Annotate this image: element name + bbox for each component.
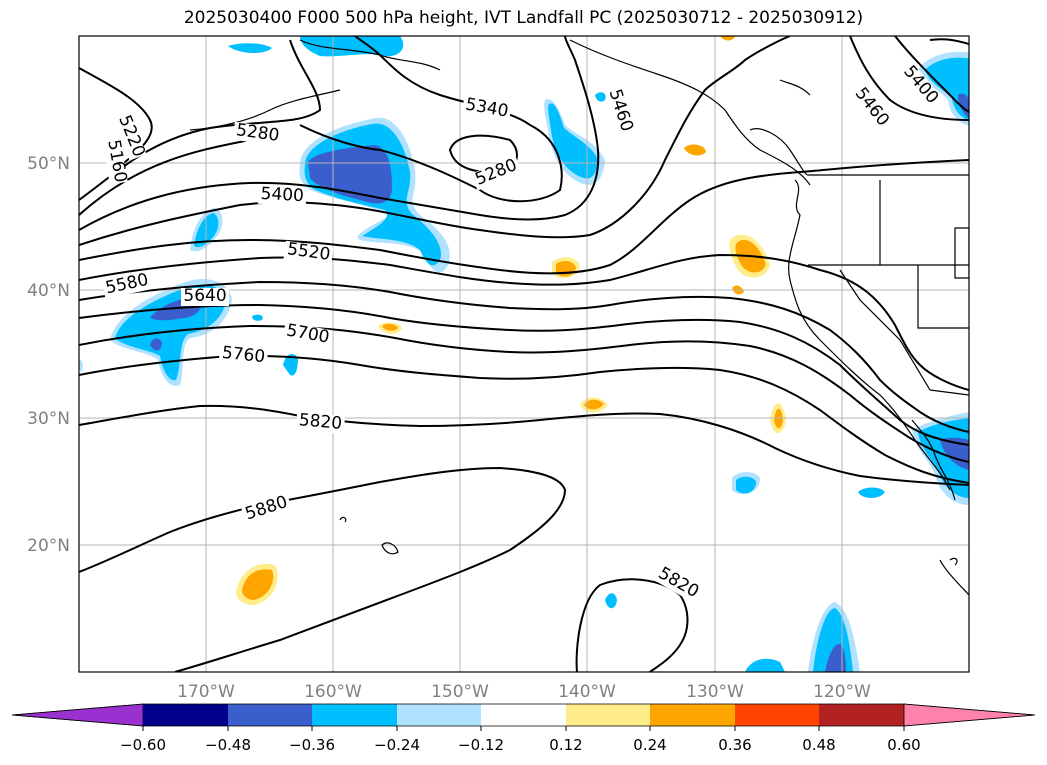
lon-label: 170°W	[177, 682, 235, 702]
contour-label: 5760	[221, 343, 266, 367]
map-title: 2025030400 F000 500 hPa height, IVT Land…	[183, 8, 864, 28]
colorbar-extend-low	[11, 703, 144, 727]
lat-label: 50°N	[27, 154, 70, 174]
colorbar-bin	[481, 704, 566, 726]
colorbar-tick-label: −0.60	[120, 736, 166, 754]
lat-labels: 50°N 40°N 30°N 20°N	[27, 154, 70, 556]
colorbar-tick-label: 0.36	[718, 736, 751, 754]
lon-label: 150°W	[431, 682, 489, 702]
colorbar-tick-label: −0.48	[205, 736, 251, 754]
height-contours	[79, 36, 969, 672]
colorbar-tick-label: −0.36	[289, 736, 335, 754]
colorbar-bin	[397, 704, 481, 726]
contour-label: 5640	[183, 286, 226, 306]
colorbar-bin	[228, 704, 312, 726]
lon-label: 140°W	[558, 682, 616, 702]
lon-labels: 170°W 160°W 150°W 140°W 130°W 120°W	[177, 682, 871, 702]
lon-label: 120°W	[813, 682, 871, 702]
colorbar-bin	[735, 704, 819, 726]
colorbar-tick-label: 0.48	[802, 736, 835, 754]
colorbar-tick-label: −0.12	[458, 736, 504, 754]
colorbar-tick-label: −0.24	[374, 736, 420, 754]
colorbar-bin	[650, 704, 735, 726]
colorbar-bin	[312, 704, 397, 726]
colorbar-bin	[143, 704, 228, 726]
gridlines	[79, 36, 969, 672]
colorbar-tick-label: 0.60	[887, 736, 920, 754]
contour-label: 5400	[260, 184, 304, 206]
lat-label: 40°N	[27, 281, 70, 301]
colorbar: −0.60 −0.48 −0.36 −0.24 −0.12 0.12 0.24 …	[11, 703, 1036, 754]
lon-label: 130°W	[686, 682, 744, 702]
lat-label: 30°N	[27, 409, 70, 429]
contour-label: 5820	[298, 410, 343, 434]
lon-label: 160°W	[304, 682, 362, 702]
colorbar-bin	[819, 704, 904, 726]
colorbar-bin	[566, 704, 650, 726]
lat-label: 20°N	[27, 536, 70, 556]
colorbar-tick-label: 0.12	[549, 736, 582, 754]
colorbar-tick-label: 0.24	[633, 736, 666, 754]
map-background	[79, 36, 969, 672]
plot-border	[78, 35, 970, 673]
colorbar-extend-high	[903, 703, 1036, 727]
